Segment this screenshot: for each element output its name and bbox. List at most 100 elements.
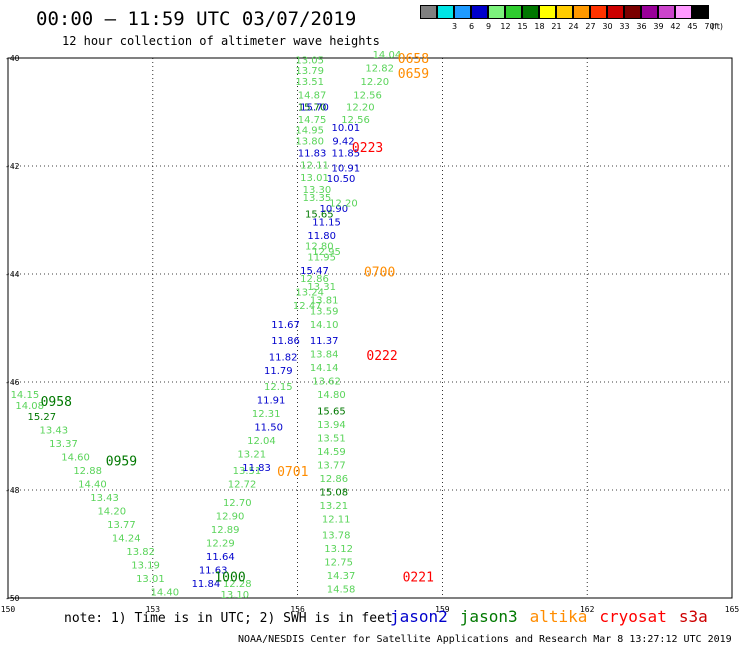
wave-height-label: 11.67 (271, 320, 300, 331)
wave-height-label: 14.40 (78, 479, 107, 490)
wave-height-label: 14.37 (327, 571, 356, 582)
wave-height-label: 14.80 (317, 390, 346, 401)
wave-height-label: 13.51 (233, 466, 262, 477)
wave-height-label: 13.43 (90, 493, 119, 504)
scale-swatch (624, 5, 641, 19)
pass-time-label: 0658 (398, 52, 429, 67)
wave-height-label: 12.20 (361, 77, 390, 88)
wave-height-label: 13.10 (221, 590, 250, 601)
legend-item-cryosat: cryosat (599, 607, 667, 626)
wave-height-label: 12.86 (319, 474, 348, 485)
scale-tick-label: 27 (585, 22, 596, 31)
wave-height-label: 12.20 (346, 102, 375, 113)
pass-time-label: 0221 (403, 570, 434, 585)
scale-swatch (420, 5, 437, 19)
wave-height-label: 13.19 (131, 560, 160, 571)
scale-tick-label: 21 (551, 22, 562, 31)
page-subtitle: 12 hour collection of altimeter wave hei… (62, 34, 380, 48)
wave-height-label: 12.75 (324, 558, 353, 569)
wave-height-label: 13.84 (310, 350, 339, 361)
latitude-tick-label: -42 (5, 162, 20, 171)
wave-height-label: 14.14 (310, 363, 339, 374)
credit-line: NOAA/NESDIS Center for Satellite Applica… (238, 634, 732, 645)
wave-height-label: 14.40 (151, 587, 180, 598)
wave-height-label: 12.11 (300, 161, 329, 172)
wave-height-label: 11.15 (312, 217, 341, 228)
wave-height-label: 14.20 (97, 506, 126, 517)
scale-tick-label: 70 (704, 22, 715, 31)
satellite-legend: jason2 jason3 altika cryosat s3a (390, 607, 720, 626)
wave-height-label: 10.91 (332, 163, 361, 174)
wave-height-label: 15.47 (300, 266, 329, 277)
scale-tick-label: 12 (500, 22, 511, 31)
wave-height-label: 12.88 (73, 466, 102, 477)
wave-height-label: 12.04 (247, 436, 276, 447)
scale-tick-label: 18 (534, 22, 545, 31)
wave-height-label: 14.15 (11, 390, 40, 401)
scale-tick-label: 3 (451, 22, 458, 31)
scale-tick-label: 45 (687, 22, 698, 31)
wave-height-label: 11.95 (307, 253, 336, 264)
wave-height-label: 12.56 (341, 115, 370, 126)
latitude-tick-label: -50 (5, 594, 20, 603)
pass-time-label: 0959 (106, 454, 137, 469)
scale-swatch (539, 5, 556, 19)
wave-height-label: 11.86 (271, 336, 300, 347)
wave-height-label: 13.21 (237, 450, 266, 461)
wave-height-label: 14.95 (295, 126, 324, 137)
latitude-tick-label: -46 (5, 378, 20, 387)
wave-height-label: 14.75 (298, 115, 327, 126)
wave-height-label: 14.60 (61, 452, 90, 463)
pass-time-label: 1000 (214, 570, 245, 585)
scale-swatch (505, 5, 522, 19)
wave-height-label: 12.90 (216, 512, 245, 523)
wave-height-label: 11.79 (264, 366, 293, 377)
wave-height-label: 9.42 (332, 136, 354, 147)
scale-swatch (522, 5, 539, 19)
wave-height-label: 13.79 (295, 66, 324, 77)
scale-tick-label: 30 (602, 22, 613, 31)
wave-height-label: 12.82 (365, 64, 394, 75)
wave-height-label: 11.91 (257, 396, 286, 407)
wave-height-label: 13.62 (312, 377, 341, 388)
wave-height-label: 14.10 (310, 320, 339, 331)
wave-height-label: 11.82 (269, 352, 298, 363)
wave-height-label: 13.30 (303, 185, 332, 196)
wave-height-label: 14.08 (15, 401, 44, 412)
latitude-tick-label: -40 (5, 54, 20, 63)
wave-height-label: 13.43 (40, 425, 69, 436)
wave-height-label: 11.64 (206, 552, 235, 563)
scale-swatch (658, 5, 675, 19)
latitude-tick-label: -48 (5, 486, 20, 495)
scale-swatch (675, 5, 692, 19)
wave-height-label: 12.80 (305, 242, 334, 253)
wave-height-label: 12.29 (206, 539, 235, 550)
pass-time-label: 0222 (366, 349, 397, 364)
wave-height-label: 13.78 (322, 531, 351, 542)
wave-height-label: 12.15 (264, 382, 293, 393)
wave-height-label: 11.85 (332, 148, 361, 159)
scale-swatch (454, 5, 471, 19)
wave-height-label: 13.51 (317, 433, 346, 444)
wave-height-label: 12.86 (300, 274, 329, 285)
scale-unit-label: (ft) (711, 22, 724, 31)
wave-height-label: 13.35 (303, 193, 332, 204)
wave-height-label: 14.24 (112, 533, 141, 544)
latitude-tick-label: -44 (5, 270, 20, 279)
wave-height-label: 11.84 (192, 579, 221, 590)
wave-height-label: 15.70 (298, 102, 327, 113)
longitude-tick-label: 165 (725, 605, 740, 614)
scale-swatch (573, 5, 590, 19)
legend-item-altika: altika (529, 607, 588, 626)
legend-item-s3a: s3a (678, 607, 708, 626)
longitude-tick-label: 159 (435, 605, 450, 614)
longitude-tick-label: 156 (290, 605, 305, 614)
wave-height-label: 13.80 (295, 136, 324, 147)
wave-height-label: 15.08 (319, 487, 348, 498)
wave-height-label: 11.63 (199, 566, 228, 577)
wave-height-label: 13.81 (310, 296, 339, 307)
scale-tick-label: 6 (468, 22, 475, 31)
wave-height-label: 11.83 (242, 463, 271, 474)
pass-time-label: 0223 (352, 141, 383, 156)
